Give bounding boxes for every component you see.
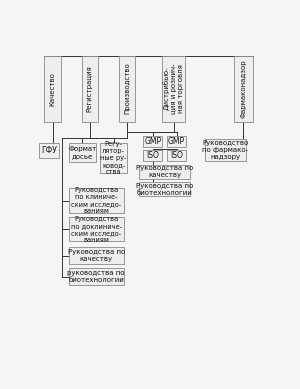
FancyBboxPatch shape: [69, 268, 124, 285]
FancyBboxPatch shape: [139, 182, 190, 196]
FancyBboxPatch shape: [234, 56, 253, 121]
Text: Руководства по
биотехнологии: Руководства по биотехнологии: [136, 183, 193, 196]
Text: Дистрибью-
ция и рознич-
ная торговля: Дистрибью- ция и рознич- ная торговля: [163, 63, 184, 114]
FancyBboxPatch shape: [69, 247, 124, 264]
FancyBboxPatch shape: [39, 143, 59, 158]
Text: ГФУ: ГФУ: [41, 146, 57, 155]
FancyBboxPatch shape: [143, 150, 162, 161]
Text: Фармаконадзор: Фармаконадзор: [240, 59, 246, 118]
FancyBboxPatch shape: [139, 165, 190, 179]
Text: Руководства
по доклиниче-
ским исследо-
ваниям: Руководства по доклиниче- ским исследо- …: [70, 216, 122, 243]
FancyBboxPatch shape: [143, 136, 162, 147]
FancyBboxPatch shape: [205, 139, 246, 161]
FancyBboxPatch shape: [163, 56, 184, 121]
FancyBboxPatch shape: [100, 142, 127, 173]
FancyBboxPatch shape: [167, 150, 186, 161]
FancyBboxPatch shape: [82, 56, 98, 121]
Text: Формат
досье: Формат досье: [68, 146, 96, 159]
Text: Производство: Производство: [124, 63, 130, 114]
Text: ISO: ISO: [170, 151, 183, 160]
Text: Руководства
по клиниче-
ским исследо-
ваниям: Руководства по клиниче- ским исследо- ва…: [71, 187, 121, 214]
FancyBboxPatch shape: [69, 142, 96, 162]
Text: Регистрация: Регистрация: [87, 65, 93, 112]
FancyBboxPatch shape: [44, 56, 61, 121]
FancyBboxPatch shape: [167, 136, 186, 147]
FancyBboxPatch shape: [119, 56, 135, 121]
Text: ISO: ISO: [146, 151, 159, 160]
Text: Руководства по
качеству: Руководства по качеству: [136, 165, 193, 179]
Text: Качество: Качество: [50, 72, 56, 105]
Text: Регу-
лятор-
ные ру-
ковод-
ства: Регу- лятор- ные ру- ковод- ства: [100, 141, 127, 175]
Text: Руководство
по фармако-
надзору: Руководство по фармако- надзору: [202, 140, 248, 160]
Text: GMP: GMP: [168, 137, 185, 146]
FancyBboxPatch shape: [69, 188, 124, 213]
Text: Руководства по
качеству: Руководства по качеству: [68, 249, 125, 262]
FancyBboxPatch shape: [69, 217, 124, 241]
Text: руководства по
биотехнологии: руководства по биотехнологии: [68, 270, 125, 283]
Text: GMP: GMP: [144, 137, 161, 146]
